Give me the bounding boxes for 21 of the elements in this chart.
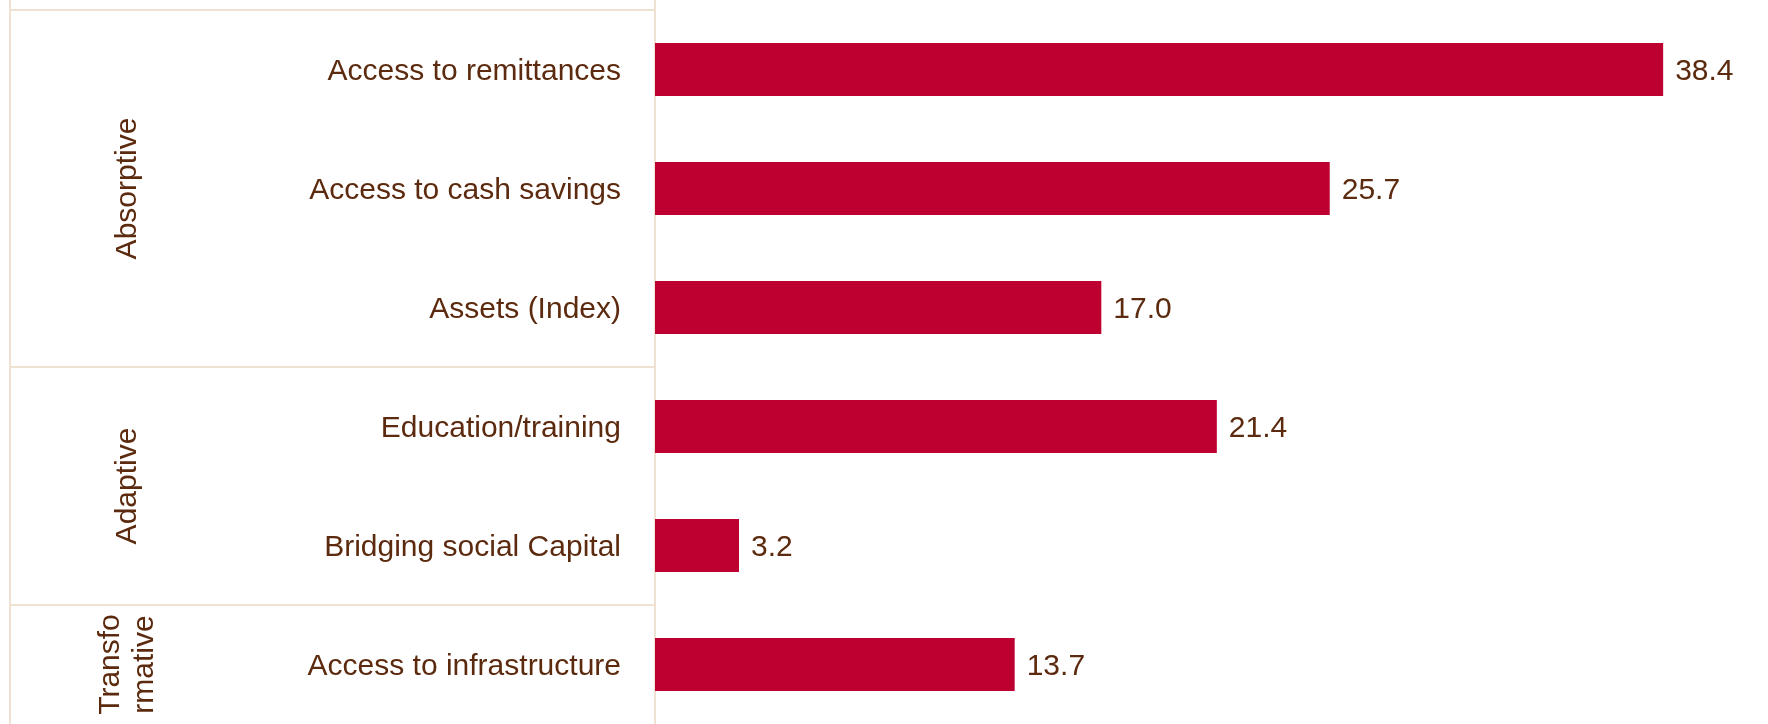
text: Transformative <box>91 614 159 715</box>
bar <box>655 400 1217 453</box>
bar <box>655 638 1015 691</box>
bar <box>655 519 740 572</box>
text: Absorptive <box>108 117 142 260</box>
y-tick-label: Bridging social Capital <box>324 529 621 562</box>
bar <box>655 162 1330 215</box>
y-tick-label: Education/training <box>380 410 621 443</box>
data-label: 38.4 <box>1675 53 1734 86</box>
data-label: 17.0 <box>1113 291 1172 324</box>
data-label: 21.4 <box>1228 410 1288 443</box>
text: Adaptive <box>108 427 142 545</box>
bar <box>655 281 1102 334</box>
data-label: 25.7 <box>1341 172 1401 205</box>
y-tick-label: Access to remittances <box>327 53 621 86</box>
data-label: 3.2 <box>751 529 793 562</box>
data-label: 13.7 <box>1026 648 1086 681</box>
y-tick-label: Assets (Index) <box>429 291 621 324</box>
y-tick-label: Access to cash savings <box>309 172 621 205</box>
bar <box>655 43 1664 96</box>
y-tick-label: Access to infrastructure <box>307 648 621 681</box>
